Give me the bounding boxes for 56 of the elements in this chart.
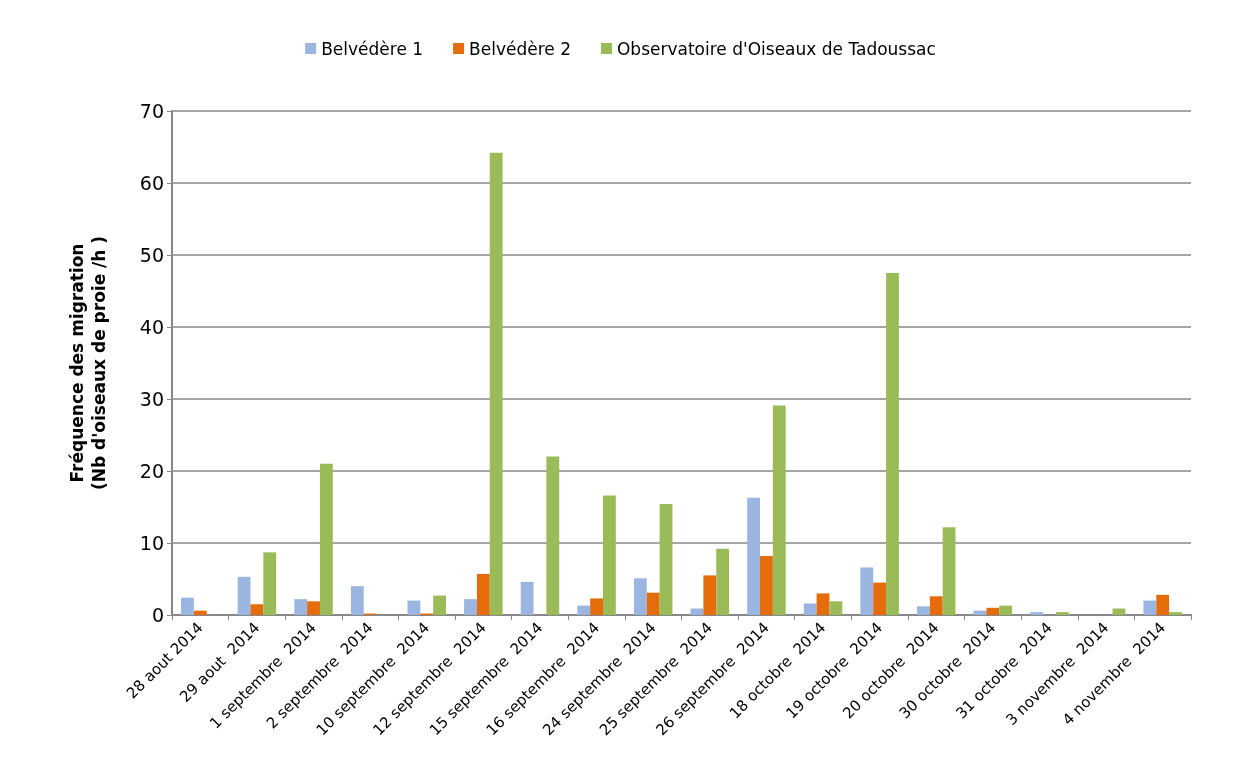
y-tick-label: 20 [139, 460, 164, 482]
bar [319, 463, 333, 615]
bar [999, 605, 1013, 615]
bar [603, 495, 616, 615]
bar [942, 527, 956, 615]
bar [803, 603, 817, 615]
bar [873, 582, 887, 615]
y-tick-label: 10 [139, 532, 164, 554]
bar [464, 599, 477, 615]
bar [716, 548, 730, 615]
bar [1156, 594, 1170, 615]
bar [703, 575, 717, 615]
bar [407, 600, 421, 615]
bar [546, 456, 560, 615]
bar [193, 610, 207, 615]
bar [1143, 600, 1157, 615]
bar [886, 273, 899, 615]
bar [829, 601, 843, 615]
bar [520, 581, 534, 615]
bar [433, 595, 446, 615]
bar [1055, 612, 1069, 615]
y-tick-label: 0 [151, 604, 164, 626]
legend-label: Belvédère 1 [321, 38, 424, 59]
bar [760, 555, 773, 615]
legend-label: Observatoire d'Oiseaux de Tadoussac [616, 38, 936, 59]
bar [307, 601, 320, 615]
y-tick-label: 50 [139, 244, 164, 266]
bar [917, 606, 930, 615]
bar [633, 578, 647, 615]
bar [659, 504, 673, 615]
bar [646, 592, 660, 615]
bar [986, 607, 1000, 615]
y-axis-title: Fréquence des migration (Nb d'oiseaux de proie /h ) [67, 235, 109, 491]
bar [1030, 612, 1044, 615]
bar [816, 593, 830, 615]
legend-label: Belvédère 2 [469, 38, 571, 59]
y-tick-label: 70 [139, 100, 164, 122]
bar [860, 567, 874, 615]
bar [350, 586, 364, 615]
bar [250, 604, 264, 615]
bar [772, 405, 786, 615]
bar [590, 598, 603, 615]
bar [1112, 608, 1126, 615]
bar [577, 605, 591, 615]
bar [294, 599, 308, 615]
bar [929, 596, 943, 615]
bar [489, 152, 503, 615]
bar [263, 552, 277, 615]
bar [181, 597, 194, 615]
bar [476, 573, 490, 615]
bar [237, 576, 251, 615]
bar [1169, 612, 1182, 615]
y-tick-label: 60 [139, 172, 164, 194]
y-tick-label: 40 [139, 316, 164, 338]
bar [747, 497, 760, 615]
y-tick-label: 30 [139, 388, 164, 410]
